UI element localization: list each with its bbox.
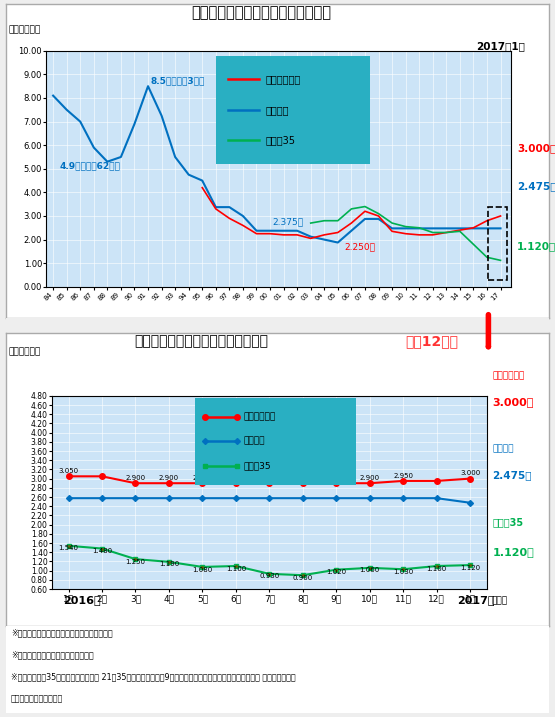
Text: （年）: （年） (491, 597, 507, 605)
Text: 3.000％: 3.000％ (492, 397, 534, 407)
Text: 3.000％: 3.000％ (517, 143, 555, 153)
Text: 変動金利: 変動金利 (492, 444, 514, 453)
Text: 2017年: 2017年 (457, 595, 495, 605)
Text: 2.475％: 2.475％ (492, 470, 532, 480)
Text: 2.475％: 2.475％ (517, 181, 555, 191)
Text: ※最新のフラチ35の金利は、返済期間 21～35年タイプ（融資率9割以下）の金利の内、取り扱い金融機関が 提供する金利で: ※最新のフラチ35の金利は、返済期間 21～35年タイプ（融資率9割以下）の金利… (11, 672, 296, 681)
Text: 2017年1月: 2017年1月 (476, 42, 525, 52)
Text: 1.120％: 1.120％ (517, 241, 555, 251)
Text: 1.120％: 1.120％ (492, 546, 534, 556)
Text: 最近12ヶ月: 最近12ヶ月 (405, 334, 458, 348)
Text: ※主要都市銀行における金利を掲載。: ※主要都市銀行における金利を掲載。 (11, 650, 94, 659)
Text: （年率・％）: （年率・％） (8, 26, 41, 34)
Text: 民間金融機関の住宅ローン金利推移: 民間金融機関の住宅ローン金利推移 (134, 334, 269, 348)
Text: 最も多いものを表示。: 最も多いものを表示。 (11, 694, 63, 703)
Text: （年率・％）: （年率・％） (8, 348, 41, 356)
Text: ３年固定金利: ３年固定金利 (492, 371, 524, 380)
Text: フラチ35: フラチ35 (492, 517, 523, 527)
Text: ※住宅金融支援機構公表のデータを元に編集。: ※住宅金融支援機構公表のデータを元に編集。 (11, 628, 113, 637)
Text: 民間金融機関の住宅ローン金利推移: 民間金融機関の住宅ローン金利推移 (191, 5, 331, 20)
Text: 2016年: 2016年 (63, 595, 100, 605)
